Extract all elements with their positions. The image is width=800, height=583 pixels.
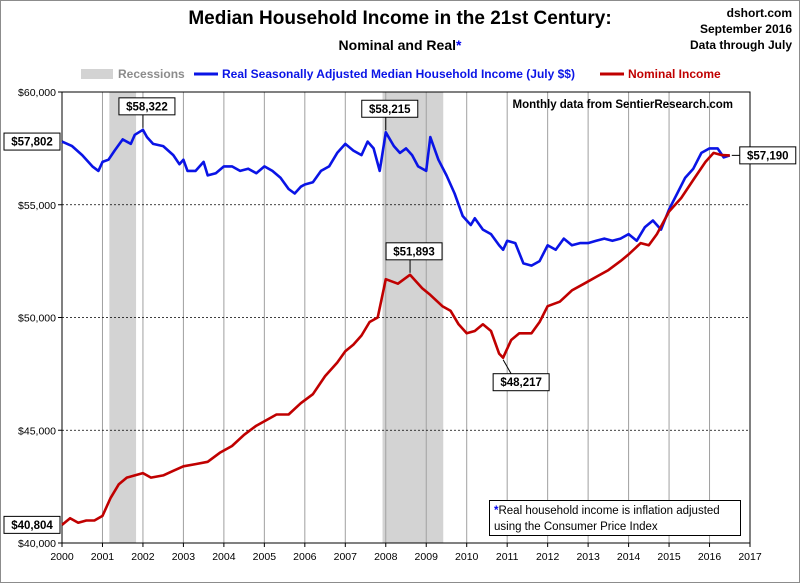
x-tick-label-2013: 2013 — [576, 551, 600, 563]
x-tick-label-2001: 2001 — [91, 551, 115, 563]
callout-5: $51,893 — [385, 242, 443, 273]
legend-label-recessions: Recessions — [118, 67, 185, 81]
source-line-2: September 2016 — [699, 22, 792, 36]
callout-label: $57,802 — [11, 137, 53, 149]
chart-title: Median Household Income in the 21st Cent… — [188, 8, 612, 29]
callout-box — [385, 242, 443, 261]
x-axis-ticks: 2000 2001 2002 2003 2004 2005 2006 2007 2008 2009… — [50, 543, 762, 563]
footnote-line-2: using the Consumer Price Index — [494, 521, 658, 533]
y-tick-label-40000: $40,000 — [18, 538, 56, 550]
y-axis-ticks: $40,000 $45,000 $50,000 $55,000 $60,000 — [18, 87, 62, 550]
series-line-real — [61, 128, 731, 267]
x-tick-label-2011: 2011 — [496, 551, 519, 563]
callout-label: $58,322 — [126, 101, 168, 113]
source-block: dshort.com September 2016 Data through J… — [690, 5, 792, 53]
x-tick-label-2005: 2005 — [253, 551, 277, 563]
x-tick-label-2015: 2015 — [657, 551, 681, 563]
footnote-box: *Real household income is inflation adju… — [489, 500, 741, 536]
x-tick-label-2006: 2006 — [293, 551, 317, 563]
x-tick-label-2017: 2017 — [738, 551, 762, 563]
series-line-nominal — [61, 151, 730, 526]
legend-label-real: Real Seasonally Adjusted Median Househol… — [222, 67, 575, 81]
x-tick-label-2008: 2008 — [374, 551, 398, 563]
callout-box — [492, 373, 550, 392]
callout-leader — [502, 359, 512, 374]
callout-4: $57,190 — [731, 146, 797, 165]
x-tick-label-2000: 2000 — [50, 551, 74, 563]
callout-box — [739, 146, 797, 165]
x-tick-label-2004: 2004 — [212, 551, 236, 563]
callout-label: $51,893 — [393, 246, 435, 258]
subtitle-star: * — [456, 37, 462, 53]
x-tick-label-2007: 2007 — [334, 551, 358, 563]
callout-7: $40,804 — [3, 515, 61, 534]
subtitle-text: Nominal and Real — [338, 37, 456, 53]
callout-label: $40,804 — [11, 520, 53, 532]
chart-subtitle: Nominal and Real* — [0, 37, 800, 53]
recession-bands — [109, 92, 444, 543]
y-tick-label-55000: $55,000 — [18, 200, 56, 212]
callout-label: $48,217 — [500, 377, 542, 389]
y-tick-label-45000: $45,000 — [18, 425, 56, 437]
x-tick-label-2014: 2014 — [617, 551, 641, 563]
legend-label-nominal: Nominal Income — [628, 67, 721, 81]
y-tick-label-50000: $50,000 — [18, 313, 56, 325]
legend-swatch-recessions — [81, 69, 113, 79]
x-tick-label-2009: 2009 — [415, 551, 439, 563]
callout-3: $58,215 — [361, 99, 419, 131]
x-tick-label-2012: 2012 — [536, 551, 560, 563]
callout-2: $58,322 — [118, 97, 176, 128]
legend: Recessions Real Seasonally Adjusted Media… — [81, 67, 721, 81]
data-source-annotation: Monthly data from SentierResearch.com — [513, 99, 733, 111]
recession-band-2 — [382, 92, 444, 543]
source-line-1: dshort.com — [726, 6, 792, 20]
grid-lines — [62, 92, 750, 543]
x-tick-label-2016: 2016 — [698, 551, 722, 563]
x-tick-label-2010: 2010 — [455, 551, 479, 563]
footnote-star: * — [494, 505, 499, 517]
callout-label: $58,215 — [369, 104, 411, 116]
y-tick-label-60000: $60,000 — [18, 87, 56, 99]
source-line-3: Data through July — [689, 38, 792, 52]
x-tick-label-2003: 2003 — [172, 551, 196, 563]
callout-1: $57,802 — [3, 132, 61, 151]
x-tick-label-2002: 2002 — [131, 551, 155, 563]
callout-6: $48,217 — [492, 359, 550, 392]
callouts: $57,802 $58,322 $58,215 $57,190 $51,893 $48,2… — [3, 97, 797, 534]
callout-label: $57,190 — [747, 150, 789, 162]
callout-box — [118, 97, 176, 116]
callout-box — [361, 99, 419, 118]
callout-box — [3, 515, 61, 534]
series-lines — [61, 128, 731, 526]
footnote-line-1: Real household income is inflation adjus… — [498, 505, 720, 517]
callout-box — [3, 132, 61, 151]
